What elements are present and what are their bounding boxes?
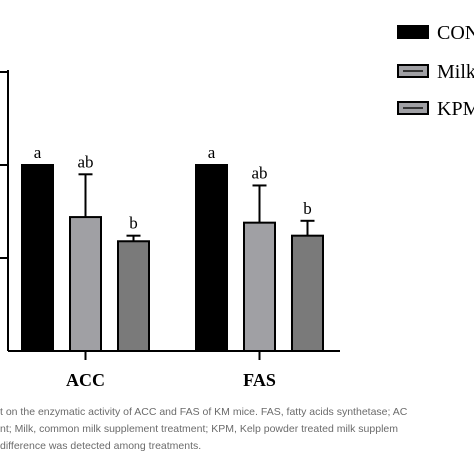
significance-label: ab [77,152,93,171]
figure-caption: t on the enzymatic activity of ACC and F… [0,404,474,455]
bar-fas-milk [243,221,276,352]
x-tick-labels: ACC FAS [66,370,276,390]
chart-axes [0,70,340,360]
chart-legend: CON Milk KPM [397,22,474,120]
legend-label: KPM [437,98,474,120]
caption-line: t on the enzymatic activity of ACC and F… [0,406,408,418]
x-tick-label: FAS [243,370,276,390]
significance-label: b [129,214,138,233]
bar-fas-con [195,164,228,352]
significance-label: b [303,199,312,218]
significance-label: ab [251,163,267,182]
legend-label: CON [437,22,474,44]
x-tick-label: ACC [66,370,105,390]
legend-swatch-con [397,25,429,39]
bar-acc-con [21,164,54,352]
caption-line: difference was detected among treatments… [0,440,202,452]
significance-label: a [34,143,42,162]
bar-acc-milk [69,216,102,352]
legend-label: Milk [437,61,474,83]
caption-line: nt; Milk, common milk supplement treatme… [0,423,398,435]
chart-bars: a ab b a ab b [21,143,324,352]
bar-acc-kpm [117,240,150,352]
bar-fas-kpm [291,234,324,352]
significance-label: a [208,143,216,162]
